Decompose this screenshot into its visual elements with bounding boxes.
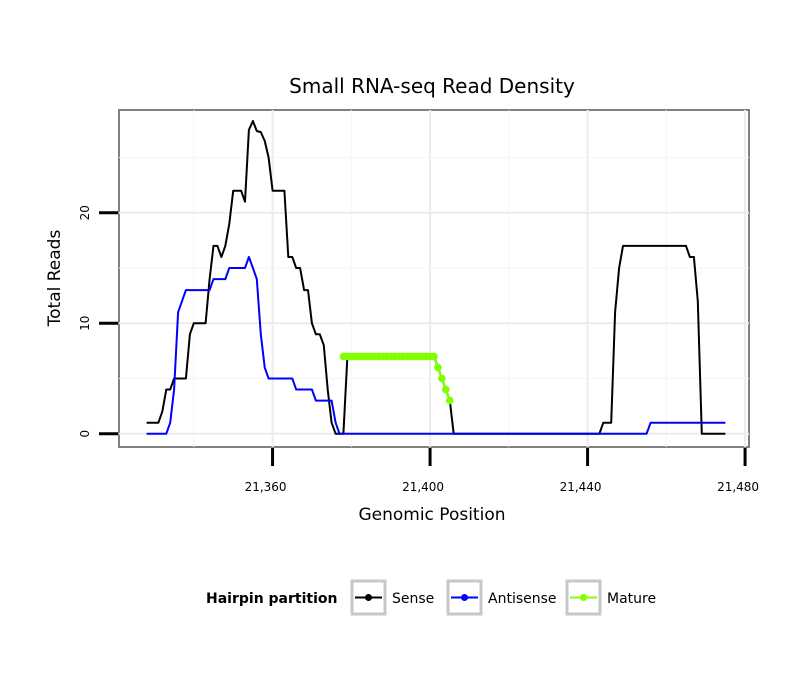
mature-point [442,385,450,394]
legend-label: Antisense [488,591,557,607]
y-tick-label: 0 [78,430,92,438]
legend-entry-antisense: Antisense [446,579,557,616]
legend-label: Mature [607,591,656,607]
legend-entry-sense: Sense [350,579,434,616]
series-line-antisense [146,256,726,435]
y-axis-title: Total Reads [45,230,65,328]
x-tick-label: 21,400 [402,480,444,494]
y-tick-label: 10 [78,316,92,331]
legend-entry-mature: Mature [565,579,656,616]
x-tick-label: 21,440 [560,480,602,494]
mature-point [434,363,442,372]
mature-point [430,352,438,361]
series-layer [146,120,726,435]
x-tick-label: 21,480 [717,480,759,494]
y-tick-label: 20 [78,205,92,220]
legend-key-point [580,594,587,601]
legend-title: Hairpin partition [206,591,337,607]
mature-point [445,396,454,405]
chart-title: Small RNA-seq Read Density [289,74,575,98]
legend-label: Sense [392,591,434,607]
legend-key-point [461,594,468,601]
axes-layer: 21,360 21,400 21,440 21,480 0 10 20 [78,205,759,494]
legend: Hairpin partition Sense Antisense Mature [206,579,656,616]
mature-point [438,374,446,383]
legend-key-point [365,594,372,601]
x-tick-label: 21,360 [245,480,287,494]
grid-lines [119,110,749,447]
x-axis-title: Genomic Position [358,505,505,525]
